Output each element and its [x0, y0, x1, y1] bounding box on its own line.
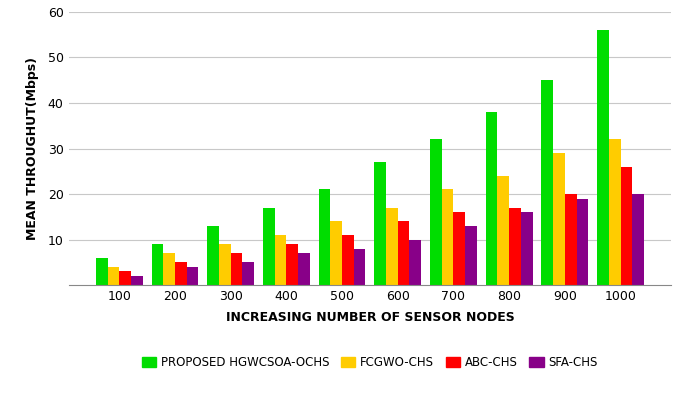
Bar	[621, 167, 632, 285]
Bar	[577, 198, 588, 285]
Bar	[298, 253, 310, 285]
Bar	[398, 221, 410, 285]
Bar	[219, 244, 231, 285]
Bar	[553, 153, 565, 285]
Bar	[486, 112, 497, 285]
Bar	[410, 240, 421, 285]
X-axis label: INCREASING NUMBER OF SENSOR NODES: INCREASING NUMBER OF SENSOR NODES	[225, 311, 514, 324]
Y-axis label: MEAN THROUGHUT(Mbps): MEAN THROUGHUT(Mbps)	[26, 57, 39, 240]
Bar	[597, 30, 609, 285]
Bar	[163, 253, 175, 285]
Bar	[319, 189, 330, 285]
Bar	[231, 253, 242, 285]
Bar	[119, 272, 131, 285]
Bar	[442, 189, 453, 285]
Bar	[151, 244, 163, 285]
Bar	[208, 226, 219, 285]
Legend: PROPOSED HGWCSOA-OCHS, FCGWO-CHS, ABC-CHS, SFA-CHS: PROPOSED HGWCSOA-OCHS, FCGWO-CHS, ABC-CH…	[137, 351, 603, 373]
Bar	[375, 162, 386, 285]
Bar	[430, 139, 442, 285]
Bar	[497, 176, 509, 285]
Bar	[386, 208, 398, 285]
Bar	[465, 226, 477, 285]
Bar	[108, 267, 119, 285]
Bar	[175, 262, 187, 285]
Bar	[565, 194, 577, 285]
Bar	[286, 244, 298, 285]
Bar	[521, 212, 532, 285]
Bar	[609, 139, 621, 285]
Bar	[342, 235, 353, 285]
Bar	[96, 258, 108, 285]
Bar	[330, 221, 342, 285]
Bar	[353, 249, 365, 285]
Bar	[187, 267, 199, 285]
Bar	[242, 262, 254, 285]
Bar	[541, 80, 553, 285]
Bar	[263, 208, 275, 285]
Bar	[509, 208, 521, 285]
Bar	[632, 194, 644, 285]
Bar	[275, 235, 286, 285]
Bar	[131, 276, 142, 285]
Bar	[453, 212, 465, 285]
